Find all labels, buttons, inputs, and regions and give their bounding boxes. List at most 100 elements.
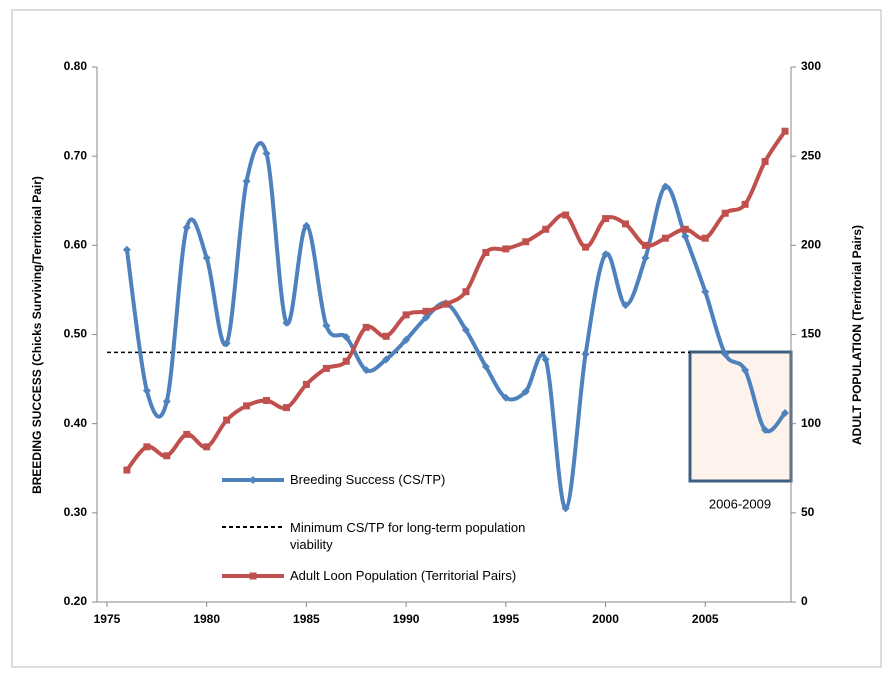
series-line [125, 130, 787, 472]
marker [761, 425, 770, 434]
legend-marker [249, 476, 257, 484]
marker [322, 364, 330, 372]
marker [163, 452, 171, 460]
marker [482, 248, 490, 256]
marker [601, 250, 610, 259]
marker [422, 313, 431, 322]
marker [721, 209, 729, 217]
marker [562, 211, 570, 219]
marker [183, 430, 191, 438]
x-tick-label: 1990 [393, 612, 420, 626]
marker [502, 245, 510, 253]
marker [422, 307, 430, 315]
marker [222, 339, 231, 348]
marker [721, 350, 730, 359]
marker [342, 333, 351, 342]
marker [203, 443, 211, 451]
marker [661, 234, 669, 242]
marker [681, 225, 689, 233]
highlight-box [688, 350, 793, 483]
marker [142, 386, 151, 395]
marker [162, 397, 171, 406]
marker [461, 326, 470, 335]
legend-label: Adult Loon Population (Territorial Pairs… [290, 568, 517, 583]
x-tick-label: 2005 [692, 612, 719, 626]
y2-tick-label: 50 [801, 505, 815, 519]
marker [602, 215, 610, 223]
marker [242, 177, 251, 186]
y-axis-title: BREEDING SUCCESS (Chicks Surviving/Terri… [30, 176, 44, 494]
x-tick-label: 2000 [592, 612, 619, 626]
marker [581, 350, 590, 359]
marker [442, 300, 450, 308]
marker [741, 200, 749, 208]
marker [122, 245, 131, 254]
y2-tick-label: 300 [801, 59, 821, 73]
marker [342, 357, 350, 365]
marker [761, 158, 769, 166]
y2-tick-label: 200 [801, 238, 821, 252]
marker [701, 287, 710, 296]
y-tick-label: 0.30 [64, 505, 88, 519]
y-tick-label: 0.60 [64, 238, 88, 252]
marker [243, 402, 251, 410]
marker [402, 335, 411, 344]
marker [781, 127, 789, 135]
chart-border [11, 9, 882, 668]
y2-tick-label: 250 [801, 148, 821, 162]
marker [382, 332, 390, 340]
marker [362, 323, 370, 331]
marker [641, 253, 650, 262]
marker [322, 321, 331, 330]
x-tick-label: 1995 [492, 612, 519, 626]
marker [202, 253, 211, 262]
y-tick-label: 0.20 [64, 594, 88, 608]
marker [462, 288, 470, 296]
x-tick-label: 1975 [94, 612, 121, 626]
marker [362, 366, 371, 375]
marker [182, 223, 191, 232]
y2-tick-label: 0 [801, 594, 808, 608]
marker [542, 225, 550, 233]
marker [282, 404, 290, 412]
marker [641, 241, 649, 249]
marker [501, 393, 510, 402]
marker [263, 396, 271, 404]
marker [582, 243, 590, 251]
marker [302, 380, 310, 388]
legend-marker [249, 572, 257, 580]
y-tick-label: 0.80 [64, 59, 88, 73]
y2-tick-label: 100 [801, 416, 821, 430]
y-tick-label: 0.40 [64, 416, 88, 430]
marker [521, 387, 530, 396]
marker [661, 182, 670, 191]
x-tick-label: 1985 [293, 612, 320, 626]
marker [123, 466, 131, 474]
y2-tick-label: 150 [801, 327, 821, 341]
marker [382, 355, 391, 364]
marker [302, 221, 311, 230]
x-tick-label: 1980 [193, 612, 220, 626]
marker [402, 311, 410, 319]
legend-label: Minimum CS/TP for long-term population v… [290, 520, 526, 552]
marker [541, 355, 550, 364]
marker [223, 416, 231, 424]
marker [781, 408, 790, 417]
marker [701, 234, 709, 242]
legend-label: Breeding Success (CS/TP) [290, 472, 446, 487]
marker [481, 362, 490, 371]
y-tick-label: 0.70 [64, 148, 88, 162]
marker [621, 301, 630, 310]
marker [561, 504, 570, 513]
marker [522, 238, 530, 246]
marker [262, 149, 271, 158]
marker [143, 443, 151, 451]
annotation: 2006-2009 [709, 496, 771, 511]
marker [282, 318, 291, 327]
y-tick-label: 0.50 [64, 327, 88, 341]
marker [621, 220, 629, 228]
marker [741, 366, 750, 375]
y2-axis-title: ADULT POPULATION (Territorial Pairs) [850, 225, 864, 445]
